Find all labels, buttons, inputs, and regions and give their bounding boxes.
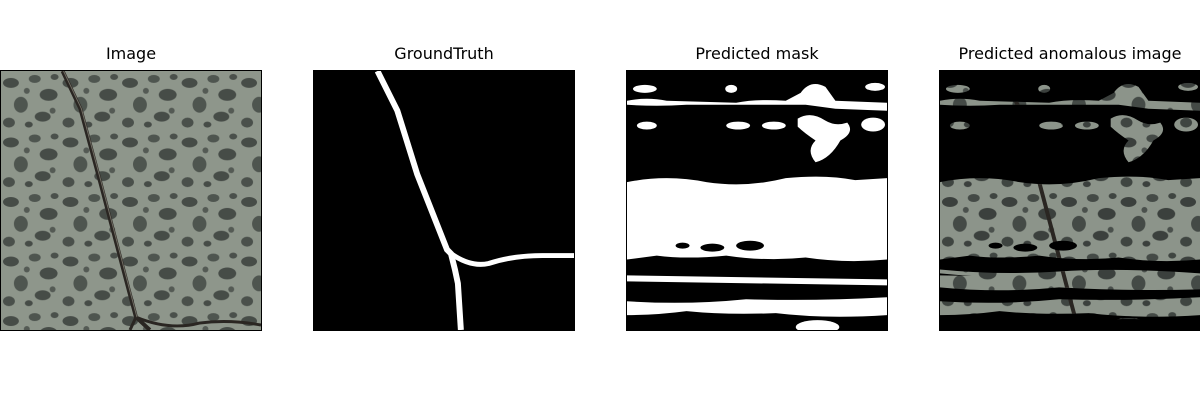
predicted-anomalous-image <box>939 70 1200 331</box>
panel-title-groundtruth: GroundTruth <box>394 44 494 63</box>
panel-predicted-anomalous: Predicted anomalous image <box>939 0 1200 400</box>
panel-title-image: Image <box>105 44 157 63</box>
panel-image: Image <box>0 0 262 400</box>
groundtruth-mask-image <box>313 70 575 331</box>
panel-title-predicted-anomalous: Predicted anomalous image <box>958 44 1182 63</box>
panel-predicted-mask: Predicted mask <box>626 0 888 400</box>
stone-texture-image <box>0 70 262 331</box>
panel-title-predicted-mask: Predicted mask <box>695 44 819 63</box>
predicted-mask-image <box>626 70 888 331</box>
panel-groundtruth: GroundTruth <box>313 0 575 400</box>
